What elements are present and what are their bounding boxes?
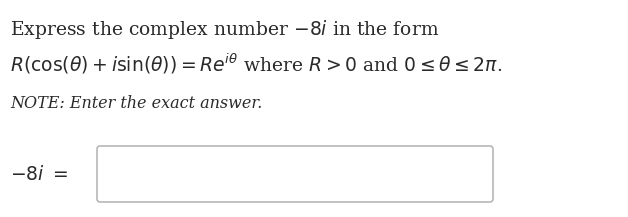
Text: Express the complex number $-8i$ in the form: Express the complex number $-8i$ in the … [10,18,439,41]
Text: NOTE: Enter the exact answer.: NOTE: Enter the exact answer. [10,95,263,112]
Text: $-8i\ =$: $-8i\ =$ [10,166,68,184]
FancyBboxPatch shape [97,146,493,202]
Text: $R(\cos(\theta) + i\sin(\theta)) = Re^{i\theta}$ where $R > 0$ and $0 \leq \thet: $R(\cos(\theta) + i\sin(\theta)) = Re^{i… [10,52,502,76]
